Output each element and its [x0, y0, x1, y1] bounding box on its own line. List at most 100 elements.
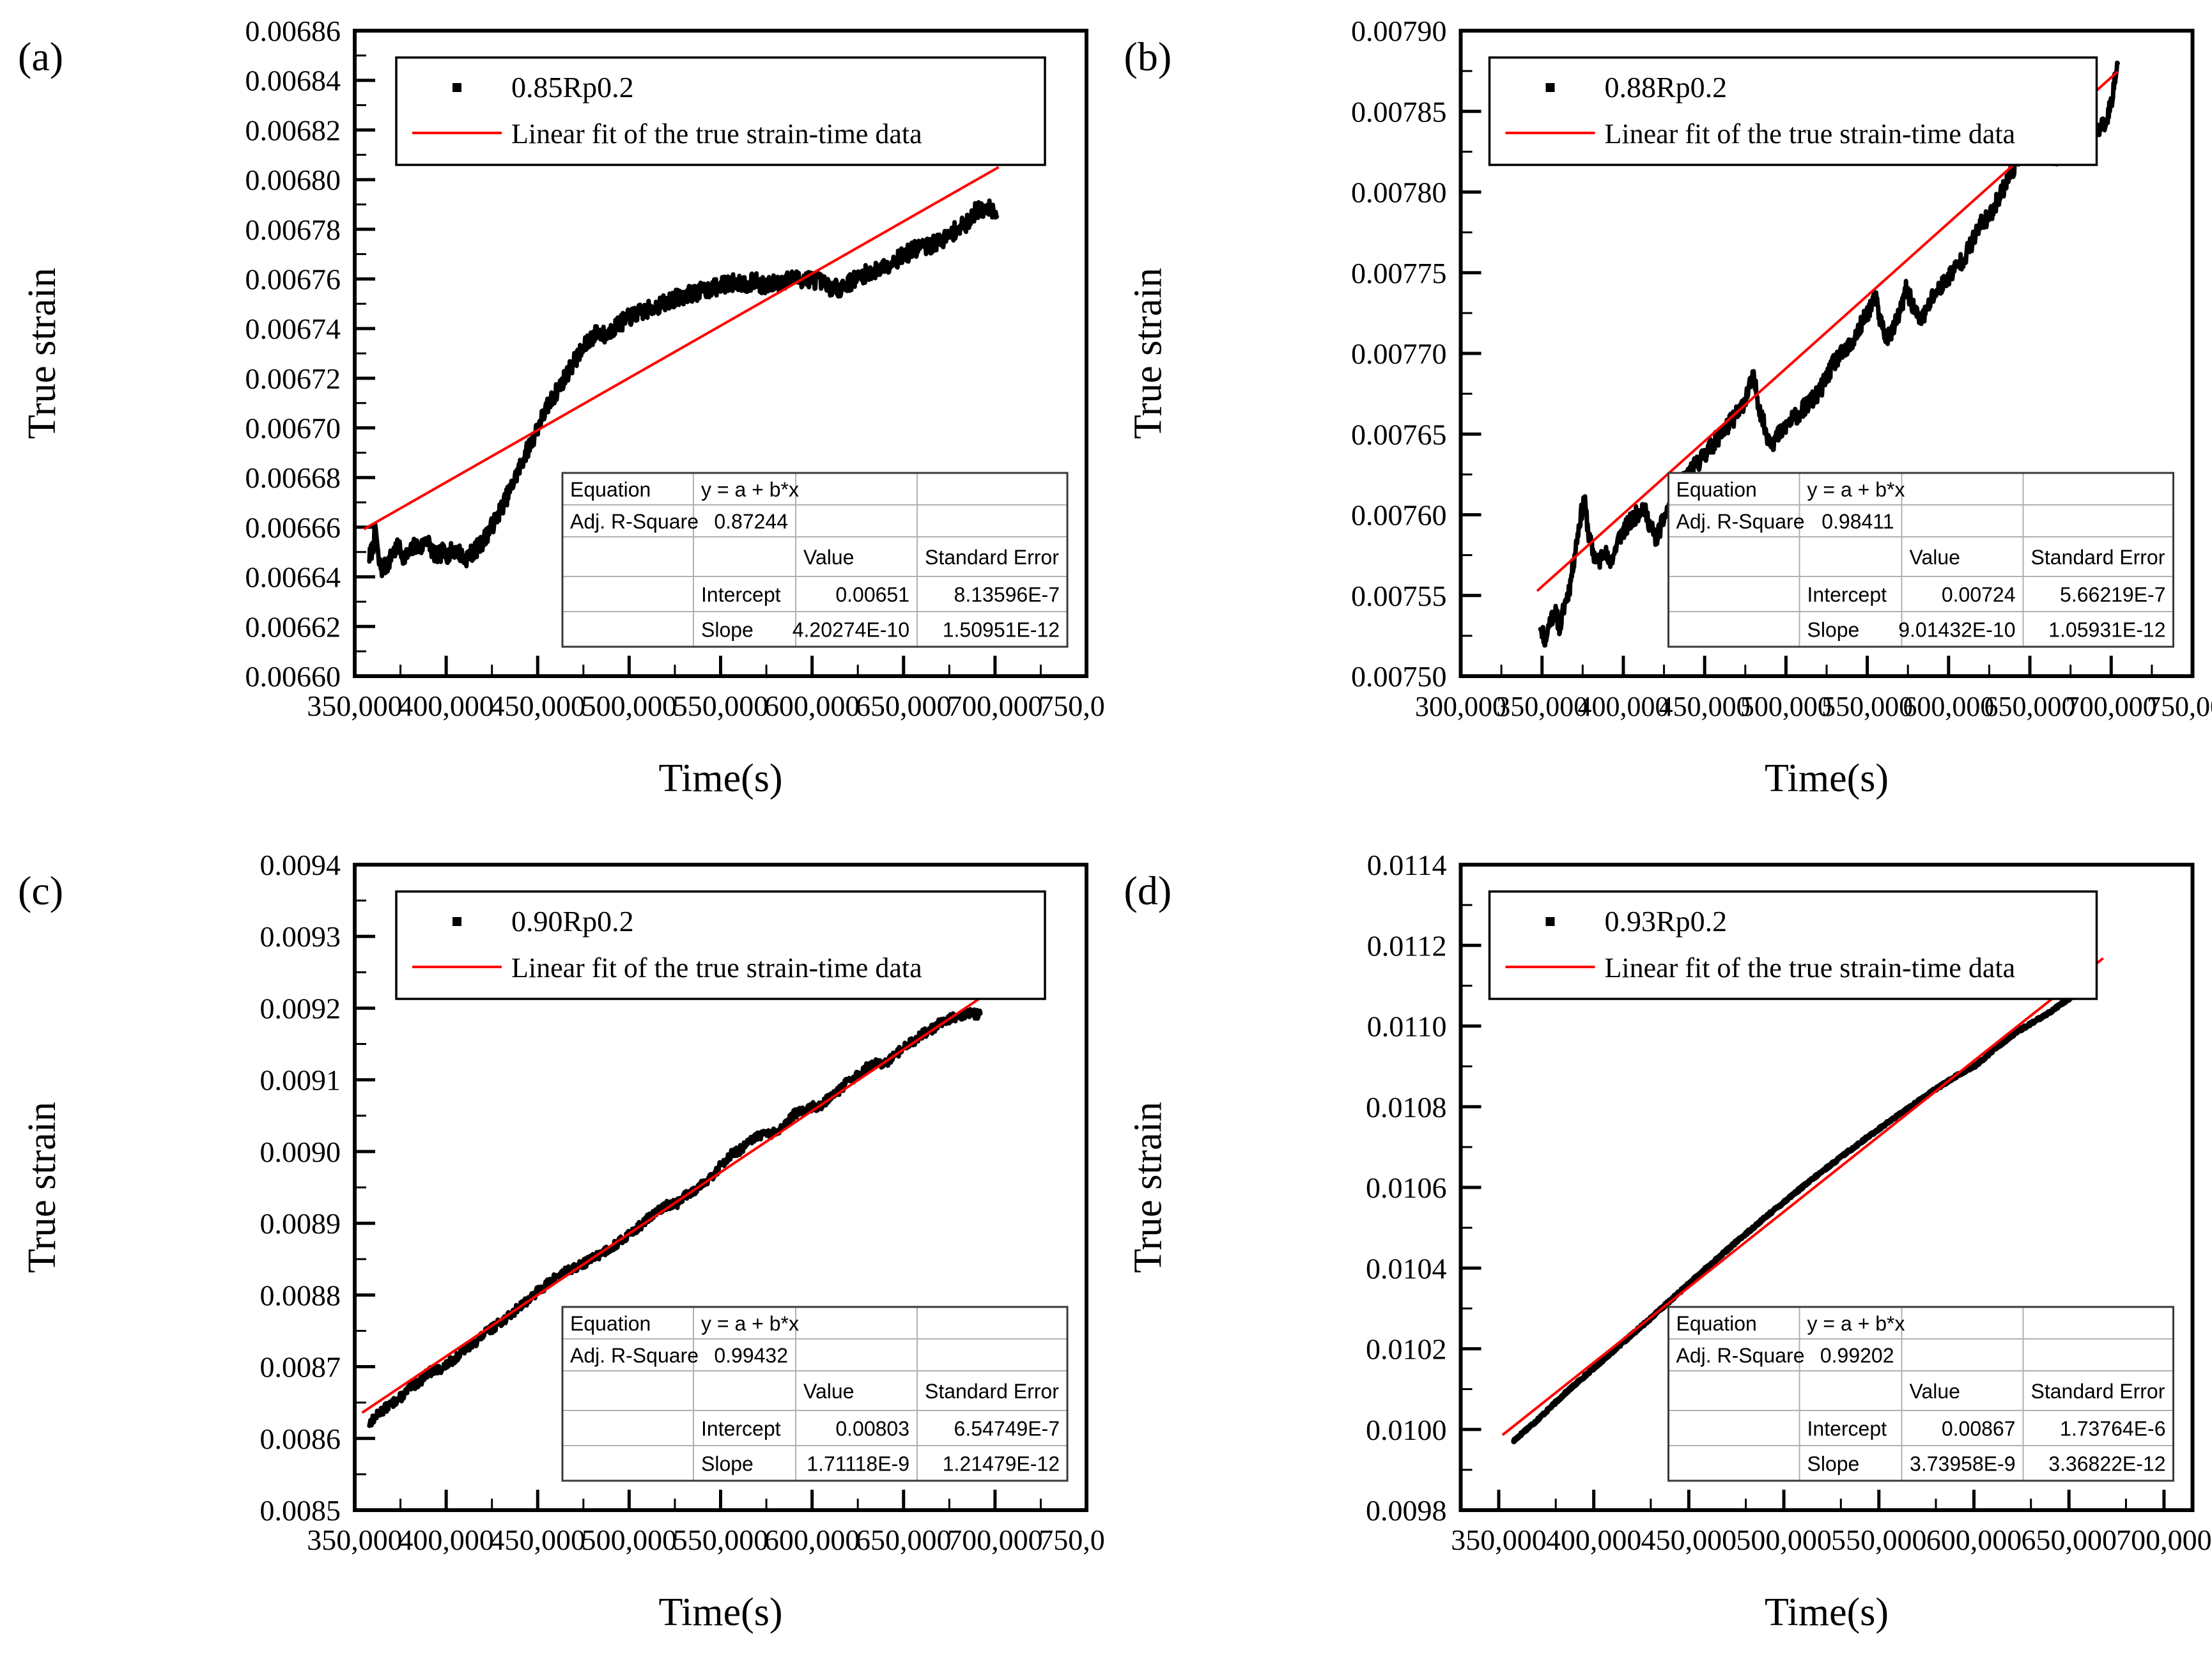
y-axis-title: True strain: [20, 268, 64, 439]
y-tick-label: 0.0091: [260, 1064, 341, 1097]
x-tick-label: 750,000: [1039, 690, 1106, 722]
table-cell: Value: [803, 1380, 854, 1403]
table-cell: Equation: [1676, 1312, 1757, 1335]
x-tick-label: 400,000: [398, 690, 494, 722]
x-tick-label: 650,000: [1984, 691, 2076, 722]
x-tick-label: 450,000: [490, 1524, 586, 1556]
table-cell: Adj. R-Square: [1676, 510, 1805, 533]
x-tick-label: 350,000: [1451, 1524, 1547, 1556]
panel-letter: (a): [18, 34, 63, 79]
y-tick-label: 0.00790: [1351, 15, 1447, 47]
legend-series-label: 0.88Rp0.2: [1605, 71, 1728, 104]
plot-frame: [1458, 29, 2195, 678]
panel-letter: (c): [18, 868, 63, 913]
table-cell: Value: [1910, 1380, 1960, 1403]
fit-line: [363, 166, 1000, 530]
table-cell: Adj. R-Square: [570, 510, 699, 533]
table-cell: 3.36822E-12: [2048, 1453, 2165, 1476]
y-tick-label: 0.0106: [1366, 1171, 1447, 1204]
table-cell: y = a + b*x: [701, 478, 799, 501]
table-cell: 0.99432: [714, 1344, 788, 1367]
table-border: [1667, 472, 2174, 648]
table-cell: 1.05931E-12: [2048, 619, 2165, 642]
x-tick-label: 750,000: [1039, 1524, 1106, 1556]
y-tick-label: 0.00785: [1351, 95, 1447, 128]
y-tick-label: 0.00680: [245, 164, 341, 196]
y-tick-label: 0.0094: [260, 849, 341, 881]
x-tick-label: 400,000: [398, 1524, 494, 1556]
x-tick-label: 650,000: [856, 690, 952, 722]
table-cell: 0.87244: [714, 510, 788, 533]
y-tick-label: 0.0104: [1366, 1252, 1447, 1285]
table-cell: 6.54749E-7: [954, 1417, 1060, 1440]
x-tick-label: 700,000: [2066, 691, 2157, 722]
table-cell: 1.50951E-12: [943, 619, 1060, 642]
plot-frame: [353, 29, 1088, 678]
table-cell: Intercept: [701, 1417, 781, 1440]
y-tick-label: 0.00660: [245, 660, 341, 693]
table-cell: Intercept: [1807, 583, 1887, 606]
x-tick-label: 350,000: [307, 1524, 403, 1556]
y-tick-label: 0.0085: [260, 1494, 341, 1527]
x-tick-label: 450,000: [1659, 691, 1751, 722]
y-tick-label: 0.00686: [245, 15, 341, 47]
table-cell: 1.21479E-12: [943, 1453, 1060, 1476]
y-tick-label: 0.0112: [1367, 929, 1447, 962]
fit-line: [1501, 957, 2104, 1436]
legend-square-marker-icon: [452, 83, 461, 92]
x-tick-label: 600,000: [1926, 1524, 2022, 1556]
x-tick-label: 650,000: [856, 1524, 952, 1556]
table-cell: Value: [803, 546, 854, 569]
data-series: [367, 198, 1000, 578]
legend-fit-label: Linear fit of the true strain-time data: [1605, 952, 2016, 984]
y-tick-label: 0.00674: [245, 313, 341, 345]
table-border: [561, 1306, 1069, 1482]
y-tick-label: 0.00775: [1351, 257, 1447, 290]
chart-a: 350,000400,000450,000500,000550,000600,0…: [18, 15, 1106, 800]
table-cell: 4.20274E-10: [793, 619, 909, 642]
table-cell: 0.00651: [835, 583, 909, 606]
x-tick-label: 450,000: [490, 690, 586, 722]
y-tick-label: 0.00672: [245, 362, 341, 395]
legend-fit-label: Linear fit of the true strain-time data: [511, 118, 922, 150]
table-border: [1667, 1306, 2174, 1482]
legend-square-marker-icon: [452, 917, 461, 926]
x-tick-label: 350,000: [307, 690, 403, 722]
table-cell: Equation: [1676, 478, 1757, 501]
y-tick-label: 0.0092: [260, 992, 341, 1024]
x-tick-label: 600,000: [764, 690, 860, 722]
legend-series-label: 0.85Rp0.2: [511, 71, 634, 104]
x-tick-label: 700,000: [2116, 1524, 2212, 1556]
x-tick-label: 400,000: [1577, 691, 1669, 722]
y-tick-label: 0.0098: [1366, 1494, 1447, 1527]
chart-d: 350,000 400,000 450,000 500,000 550,000 600,0…: [1124, 849, 2212, 1634]
y-tick-label: 0.00770: [1351, 337, 1447, 370]
table-cell: Value: [1910, 546, 1960, 569]
x-axis-title: Time(s): [1765, 1591, 1889, 1634]
table-cell: Equation: [570, 478, 651, 501]
y-tick-label: 0.0110: [1367, 1010, 1447, 1043]
x-tick-label: 550,000: [1821, 691, 1913, 722]
x-tick-label: 600,000: [1903, 691, 1994, 722]
y-tick-label: 0.00760: [1351, 499, 1447, 532]
legend-square-marker-icon: [1545, 917, 1555, 926]
y-tick-label: 0.0090: [260, 1136, 341, 1168]
chart-c: 350,000400,000450,000500,000550,000600,0…: [18, 849, 1106, 1634]
table-cell: 0.00867: [1942, 1417, 2016, 1440]
legend-box: [1488, 56, 2098, 166]
table-cell: Standard Error: [925, 546, 1059, 569]
table-cell: 0.00803: [835, 1417, 909, 1440]
y-tick-label: 0.00682: [245, 114, 341, 146]
y-tick-label: 0.0087: [260, 1351, 341, 1384]
y-tick-label: 0.00678: [245, 213, 341, 246]
y-tick-label: 0.00676: [245, 263, 341, 295]
x-tick-label: 300,000: [1415, 691, 1506, 722]
y-tick-label: 0.0100: [1366, 1414, 1447, 1446]
panel-b: 300,000 350,000 400,000 450,000 500,000 550,0…: [1106, 0, 2212, 834]
legend-box: [1488, 890, 2098, 1000]
y-tick-label: 0.00780: [1351, 176, 1447, 209]
table-cell: Adj. R-Square: [1676, 1344, 1805, 1367]
y-tick-label: 0.00666: [245, 511, 341, 544]
table-cell: 0.98411: [1821, 510, 1894, 533]
